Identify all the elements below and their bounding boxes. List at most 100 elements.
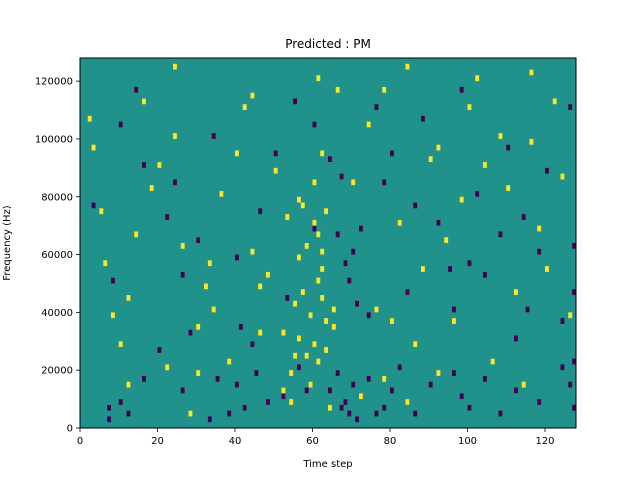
heatmap-cell-high [324,208,329,215]
heatmap-cell-low [335,231,340,238]
heatmap-cell-high [87,115,92,122]
heatmap-cell-high [382,86,387,93]
heatmap-cell-low [328,387,332,394]
y-tick-label: 20000 [41,366,73,377]
heatmap-cell-low [568,104,573,111]
heatmap-cell-low [459,86,464,93]
heatmap-cell-high [397,219,402,226]
heatmap-cell-low [142,162,146,168]
x-tick-label: 80 [384,436,397,447]
heatmap-cell-high [219,190,224,197]
heatmap-cell-high [320,295,325,301]
x-axis: 0 20 40 60 80 100 120 [77,428,555,447]
heatmap-cell-low [266,399,270,405]
heatmap-cell-high [297,335,301,342]
heatmap-background [80,58,576,428]
heatmap-cell-high [111,312,115,319]
heatmap-cell-high [289,399,294,405]
heatmap-cell-low [273,150,278,157]
heatmap-cell-low [390,387,394,394]
heatmap-cell-low [397,364,402,371]
heatmap-cell-high [444,237,449,243]
y-axis: 0 20000 40000 60000 80000 100000 120000 [35,77,80,435]
heatmap-cell-high [204,283,208,290]
y-tick-label: 80000 [41,192,73,203]
heatmap-cell-high [196,370,201,376]
heatmap-cell-high [266,271,270,278]
heatmap-cell-low [134,86,139,93]
heatmap-cell-low [254,370,259,376]
heatmap-cell-low [180,387,185,394]
heatmap-cell-low [545,167,549,174]
heatmap-cell-low [351,248,356,255]
heatmap-cell-low [91,202,96,209]
heatmap-cell-high [537,225,542,232]
heatmap-cell-high [428,156,433,163]
heatmap-cell-high [180,243,185,249]
heatmap-cell-high [436,370,441,376]
heatmap-cell-low [459,393,464,400]
heatmap-cell-low [413,202,418,209]
heatmap-cell-low [525,306,530,313]
heatmap-cell-high [188,410,193,417]
heatmap-cell-high [289,370,294,376]
heatmap-cell-low [196,237,201,243]
heatmap-cell-low [285,295,290,301]
heatmap-cell-low [211,133,216,139]
heatmap-cell-high [316,277,321,284]
heatmap-cell-low [498,410,503,417]
heatmap-cell-low [297,364,301,371]
heatmap-cell-low [157,347,162,353]
heatmap-cell-high [529,69,534,76]
heatmap-cell-low [312,225,317,232]
heatmap-cell-high [366,121,371,128]
heatmap-cell-low [514,387,518,394]
heatmap-cell-high [134,231,139,238]
heatmap-cell-high [126,381,131,388]
heatmap-cell-high [568,312,573,319]
heatmap-cell-high [250,248,255,255]
heatmap-cell-low [366,312,371,319]
heatmap-cell-low [436,219,441,226]
heatmap-cell-low [374,410,379,417]
heatmap-cell-high [467,104,472,111]
heatmap-cell-high [320,150,325,157]
heatmap-cell-high [324,318,329,324]
heatmap-cell-high [281,387,286,394]
heatmap-cell-high [308,312,313,319]
heatmap-cell-low [498,231,503,238]
heatmap-cell-low [560,318,565,324]
heatmap-cell-high [498,133,503,139]
heatmap-cell-low [207,416,212,423]
heatmap-cell-low [405,289,410,296]
heatmap-cell-low [572,404,577,411]
heatmap-cell-low [382,404,387,411]
heatmap-cell-high [316,358,321,365]
x-tick-label: 100 [458,436,477,447]
heatmap-cell-low [537,248,542,255]
heatmap-cell-high [157,162,162,168]
heatmap-cell-high [316,231,321,238]
x-tick-label: 20 [151,436,164,447]
chart-title: Predicted : PM [285,37,371,51]
heatmap-cell-high [475,75,480,82]
y-tick-label: 100000 [35,134,73,145]
heatmap-cell-high [149,185,154,191]
heatmap-cell-high [421,266,425,272]
heatmap-cell-high [324,347,329,353]
heatmap-cell-low [235,254,239,261]
heatmap-cell-low [572,243,577,249]
heatmap-cell-low [475,190,480,197]
heatmap-cell-high [316,75,321,82]
heatmap-cell-high [297,196,301,203]
heatmap-cell-high [235,150,239,157]
heatmap-cell-high [545,266,549,272]
heatmap-cell-low [165,214,170,220]
heatmap-cell-high [312,219,317,226]
heatmap-cell-low [242,404,247,411]
heatmap-cell-high [335,86,340,93]
heatmap-cell-high [142,98,146,105]
heatmap-cell-high [506,185,511,191]
heatmap-cell-high [331,306,336,313]
heatmap-cell-high [351,179,356,186]
